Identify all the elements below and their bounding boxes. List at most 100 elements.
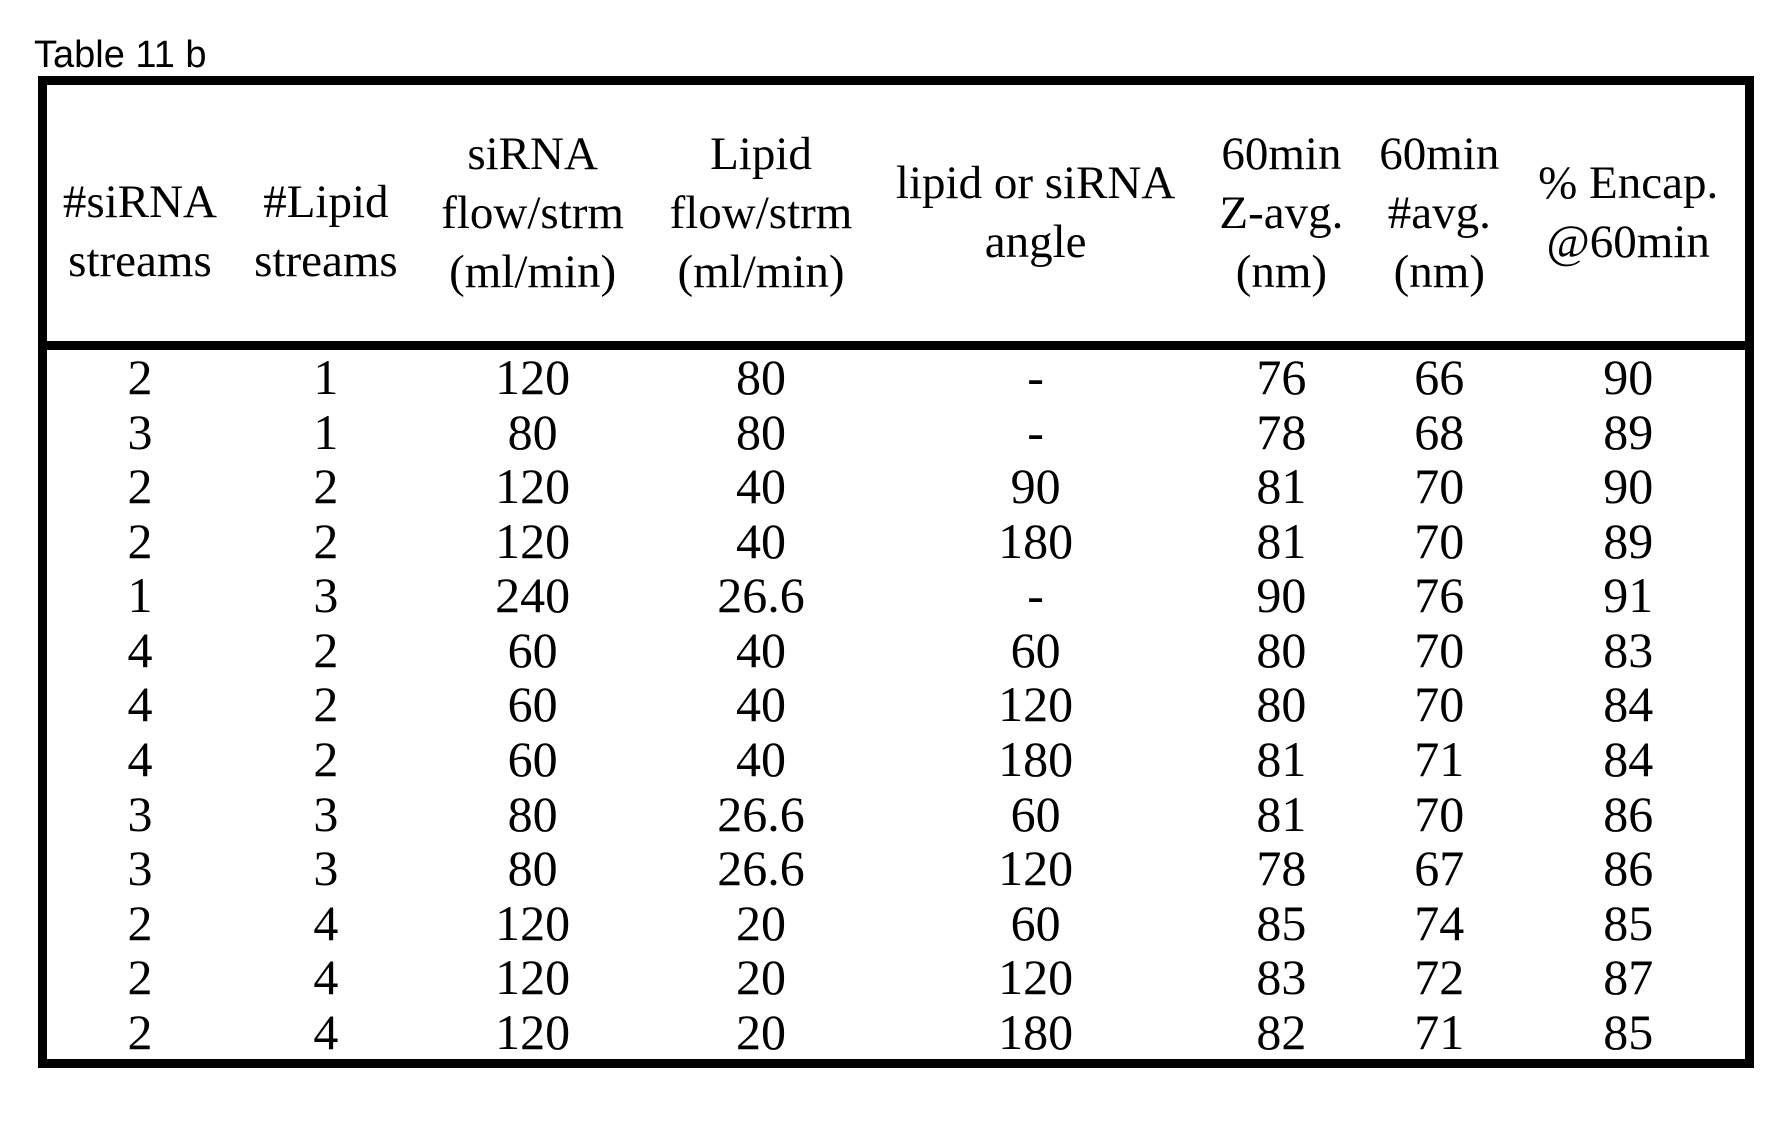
- table-cell-sirna-streams: 3: [127, 785, 153, 842]
- table-cell-z-avg: 78: [1256, 403, 1307, 460]
- table-row: 1 3 240 26.6 - 90 76 91: [47, 568, 1745, 623]
- table-cell-angle: 180: [998, 512, 1074, 569]
- table-cell-sirna-streams: 2: [127, 458, 153, 515]
- table-cell-num-avg: 71: [1414, 730, 1465, 787]
- column-header-sirna-flow: siRNA flow/strm (ml/min): [441, 127, 624, 298]
- table-cell-lipid-flow: 40: [735, 730, 786, 787]
- table-cell-num-avg: 68: [1414, 403, 1465, 460]
- table-cell-num-avg: 70: [1414, 785, 1465, 842]
- column-header-lipid-streams: #Lipid streams: [254, 176, 398, 287]
- table-cell-angle: 120: [998, 676, 1074, 733]
- column-header-sirna-streams: #siRNA streams: [62, 176, 217, 287]
- table-cell-sirna-streams: 2: [127, 512, 153, 569]
- column-header-pct-encap: % Encap. @60min: [1538, 157, 1719, 268]
- table-cell-sirna-flow: 120: [495, 512, 571, 569]
- table-cell-angle: 60: [1010, 785, 1061, 842]
- table-header-row: #siRNA streams #Lipid streams siRNA flow…: [47, 85, 1745, 350]
- table-cell-lipid-flow: 20: [735, 894, 786, 951]
- table-cell-pct-encap: 85: [1603, 894, 1654, 951]
- table-cell-lipid-flow: 40: [735, 676, 786, 733]
- table-cell-angle: 180: [998, 730, 1074, 787]
- table-cell-sirna-streams: 2: [127, 1003, 153, 1060]
- table-cell-pct-encap: 89: [1603, 512, 1654, 569]
- table-cell-lipid-flow: 26.6: [717, 840, 805, 897]
- table-cell-sirna-flow: 60: [507, 676, 558, 733]
- table-cell-sirna-streams: 2: [127, 349, 153, 406]
- table-cell-z-avg: 83: [1256, 949, 1307, 1006]
- table-row: 2 4 120 20 180 82 71 85: [47, 1004, 1745, 1059]
- table-cell-lipid-streams: 2: [313, 621, 339, 678]
- table-cell-lipid-flow: 26.6: [717, 567, 805, 624]
- table-cell-z-avg: 81: [1256, 512, 1307, 569]
- table-cell-num-avg: 72: [1414, 949, 1465, 1006]
- table-cell-z-avg: 76: [1256, 349, 1307, 406]
- table-cell-lipid-flow: 26.6: [717, 785, 805, 842]
- table-row: 2 2 120 40 90 81 70 90: [47, 459, 1745, 514]
- table-cell-lipid-streams: 4: [313, 894, 339, 951]
- table-row: 3 3 80 26.6 60 81 70 86: [47, 786, 1745, 841]
- table-cell-lipid-streams: 2: [313, 458, 339, 515]
- table-cell-num-avg: 76: [1414, 567, 1465, 624]
- table-cell-lipid-streams: 3: [313, 567, 339, 624]
- table-cell-lipid-streams: 2: [313, 730, 339, 787]
- table-cell-lipid-streams: 4: [313, 1003, 339, 1060]
- table-cell-sirna-flow: 60: [507, 621, 558, 678]
- table-cell-pct-encap: 87: [1603, 949, 1654, 1006]
- table-cell-num-avg: 71: [1414, 1003, 1465, 1060]
- table-cell-sirna-flow: 240: [495, 567, 571, 624]
- table-cell-sirna-flow: 120: [495, 949, 571, 1006]
- table-row: 4 2 60 40 60 80 70 83: [47, 623, 1745, 678]
- table-cell-angle: -: [1027, 567, 1044, 624]
- table-cell-lipid-flow: 20: [735, 949, 786, 1006]
- table-cell-sirna-streams: 2: [127, 949, 153, 1006]
- table-cell-sirna-streams: 4: [127, 730, 153, 787]
- table-row: 2 4 120 20 60 85 74 85: [47, 895, 1745, 950]
- table-cell-z-avg: 78: [1256, 840, 1307, 897]
- table-cell-sirna-streams: 2: [127, 894, 153, 951]
- table-cell-sirna-streams: 4: [127, 621, 153, 678]
- table-cell-z-avg: 81: [1256, 785, 1307, 842]
- table-cell-sirna-flow: 80: [507, 403, 558, 460]
- table-row: 3 1 80 80 - 78 68 89: [47, 405, 1745, 460]
- table-cell-z-avg: 90: [1256, 567, 1307, 624]
- data-table: #siRNA streams #Lipid streams siRNA flow…: [38, 76, 1754, 1068]
- table-cell-num-avg: 67: [1414, 840, 1465, 897]
- table-cell-lipid-streams: 1: [313, 403, 339, 460]
- table-row: 2 4 120 20 120 83 72 87: [47, 950, 1745, 1005]
- table-cell-z-avg: 81: [1256, 730, 1307, 787]
- table-cell-lipid-flow: 20: [735, 1003, 786, 1060]
- table-cell-z-avg: 80: [1256, 676, 1307, 733]
- table-cell-sirna-streams: 1: [127, 567, 153, 624]
- table-cell-angle: 60: [1010, 621, 1061, 678]
- table-cell-angle: -: [1027, 349, 1044, 406]
- table-cell-sirna-flow: 120: [495, 894, 571, 951]
- table-row: 2 1 120 80 - 76 66 90: [47, 350, 1745, 405]
- table-cell-sirna-flow: 120: [495, 458, 571, 515]
- table-cell-num-avg: 70: [1414, 512, 1465, 569]
- table-cell-angle: -: [1027, 403, 1044, 460]
- table-cell-pct-encap: 86: [1603, 840, 1654, 897]
- table-cell-lipid-flow: 40: [735, 512, 786, 569]
- table-cell-lipid-streams: 4: [313, 949, 339, 1006]
- table-cell-angle: 180: [998, 1003, 1074, 1060]
- table-cell-pct-encap: 84: [1603, 676, 1654, 733]
- table-cell-pct-encap: 83: [1603, 621, 1654, 678]
- table-cell-pct-encap: 84: [1603, 730, 1654, 787]
- table-cell-pct-encap: 90: [1603, 458, 1654, 515]
- table-cell-z-avg: 82: [1256, 1003, 1307, 1060]
- column-header-num-avg: 60min #avg. (nm): [1379, 127, 1500, 298]
- column-header-angle: lipid or siRNA angle: [895, 157, 1176, 268]
- table-cell-pct-encap: 89: [1603, 403, 1654, 460]
- column-header-lipid-flow: Lipid flow/strm (ml/min): [669, 127, 853, 298]
- column-header-z-avg: 60min Z-avg. (nm): [1219, 127, 1344, 298]
- table-cell-sirna-streams: 4: [127, 676, 153, 733]
- table-cell-lipid-streams: 2: [313, 676, 339, 733]
- table-cell-lipid-streams: 2: [313, 512, 339, 569]
- table-cell-angle: 60: [1010, 894, 1061, 951]
- table-cell-sirna-streams: 3: [127, 840, 153, 897]
- table-row: 4 2 60 40 120 80 70 84: [47, 677, 1745, 732]
- table-cell-angle: 120: [998, 840, 1074, 897]
- table-cell-z-avg: 80: [1256, 621, 1307, 678]
- table-cell-sirna-streams: 3: [127, 403, 153, 460]
